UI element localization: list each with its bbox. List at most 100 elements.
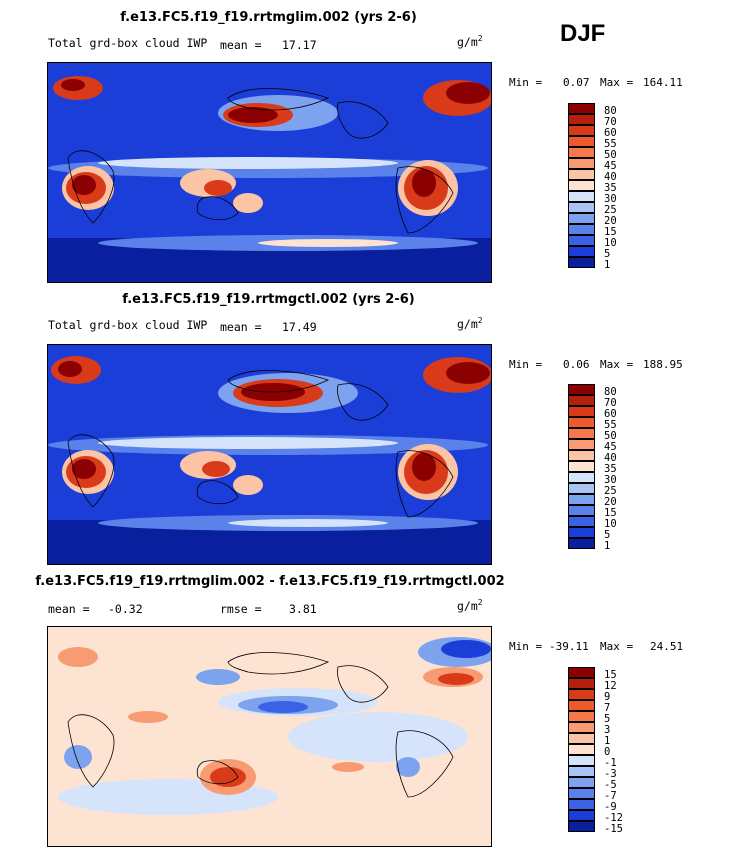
colorbar-tick-label: 25 xyxy=(604,485,617,497)
colorbar-tick-label: 1 xyxy=(604,540,611,552)
panel3-rmse-label: rmse = xyxy=(220,602,262,616)
panel3-rmse-value: 3.81 xyxy=(289,602,317,616)
panel3-mean-value: -0.32 xyxy=(108,602,143,616)
colorbar-swatch xyxy=(568,483,595,494)
panel3-min-value: -39.11 xyxy=(549,640,589,653)
colorbar-tick-label: -7 xyxy=(604,790,617,802)
colorbar-swatch xyxy=(568,114,595,125)
colorbar-tick-label: 9 xyxy=(604,691,611,703)
panel1-title: f.e13.FC5.f19_f19.rrtmglim.002 (yrs 2-6) xyxy=(120,10,417,25)
colorbar-swatch xyxy=(568,224,595,235)
colorbar-swatch xyxy=(568,505,595,516)
colorbar-tick-label: 5 xyxy=(604,529,611,541)
colorbar-tick-label: 80 xyxy=(604,386,617,398)
colorbar-tick-label: 15 xyxy=(604,507,617,519)
colorbar-tick-label: -12 xyxy=(604,812,623,824)
colorbar-tick-label: 40 xyxy=(604,171,617,183)
colorbar-tick-label: 3 xyxy=(604,724,611,736)
colorbar-tick-label: 70 xyxy=(604,397,617,409)
panel1-map xyxy=(47,62,492,283)
panel2-min-value: 0.06 xyxy=(563,358,590,371)
colorbar-tick-label: 50 xyxy=(604,430,617,442)
colorbar-swatch xyxy=(568,384,595,395)
colorbar-tick-label: 0 xyxy=(604,746,611,758)
colorbar-swatch xyxy=(568,125,595,136)
colorbar-swatch xyxy=(568,733,595,744)
colorbar-swatch xyxy=(568,428,595,439)
colorbar-swatch xyxy=(568,700,595,711)
colorbar-tick-label: 40 xyxy=(604,452,617,464)
panel2-units: g/m2 xyxy=(457,316,483,331)
panel3-title: f.e13.FC5.f19_f19.rrtmglim.002 - f.e13.F… xyxy=(35,574,505,589)
colorbar-tick-label: -15 xyxy=(604,823,623,835)
colorbar-tick-label: 12 xyxy=(604,680,617,692)
colorbar-tick-label: 70 xyxy=(604,116,617,128)
colorbar-tick-label: -1 xyxy=(604,757,617,769)
colorbar-swatch xyxy=(568,147,595,158)
colorbar-swatch xyxy=(568,516,595,527)
colorbar-swatch xyxy=(568,450,595,461)
colorbar-swatch xyxy=(568,744,595,755)
colorbar-swatch xyxy=(568,235,595,246)
colorbar-tick-label: 15 xyxy=(604,669,617,681)
colorbar-tick-label: 10 xyxy=(604,237,617,249)
colorbar-swatch xyxy=(568,103,595,114)
colorbar-tick-label: 55 xyxy=(604,419,617,431)
colorbar-swatch xyxy=(568,158,595,169)
colorbar-tick-label: 25 xyxy=(604,204,617,216)
colorbar-tick-label: 1 xyxy=(604,735,611,747)
colorbar-swatch xyxy=(568,667,595,678)
colorbar-tick-label: 7 xyxy=(604,702,611,714)
colorbar-swatch xyxy=(568,439,595,450)
panel3-min-label: Min = xyxy=(509,640,543,653)
panel1-min-label: Min = xyxy=(509,76,543,89)
panel3-map xyxy=(47,626,492,847)
colorbar-swatch xyxy=(568,191,595,202)
panel1-mean-value: 17.17 xyxy=(282,38,317,52)
colorbar-tick-label: 35 xyxy=(604,182,617,194)
colorbar-swatch xyxy=(568,678,595,689)
colorbar-tick-label: 1 xyxy=(604,259,611,271)
panel2-mean-value: 17.49 xyxy=(282,320,317,334)
colorbar-swatch xyxy=(568,821,595,832)
colorbar-tick-label: 20 xyxy=(604,496,617,508)
colorbar-swatch xyxy=(568,472,595,483)
panel1-max-label: Max = xyxy=(600,76,634,89)
colorbar-tick-label: 55 xyxy=(604,138,617,150)
panel2-min-label: Min = xyxy=(509,358,543,371)
panel2-max-label: Max = xyxy=(600,358,634,371)
colorbar-swatch xyxy=(568,395,595,406)
colorbar-swatch xyxy=(568,246,595,257)
colorbar-swatch xyxy=(568,494,595,505)
colorbar-swatch xyxy=(568,722,595,733)
panel3-mean-label: mean = xyxy=(48,602,90,616)
colorbar-swatch xyxy=(568,799,595,810)
colorbar-tick-label: 50 xyxy=(604,149,617,161)
colorbar-tick-label: 45 xyxy=(604,441,617,453)
colorbar-swatch xyxy=(568,788,595,799)
colorbar-swatch xyxy=(568,711,595,722)
panel1-mean-label: mean = xyxy=(220,38,262,52)
colorbar-swatch xyxy=(568,810,595,821)
panel2-mean-label: mean = xyxy=(220,320,262,334)
colorbar-tick-label: 10 xyxy=(604,518,617,530)
colorbar-tick-label: -3 xyxy=(604,768,617,780)
colorbar-swatch xyxy=(568,538,595,549)
panel1-max-value: 164.11 xyxy=(643,76,683,89)
panel2-title: f.e13.FC5.f19_f19.rrtmgctl.002 (yrs 2-6) xyxy=(122,292,415,307)
colorbar-tick-label: 60 xyxy=(604,408,617,420)
colorbar-swatch xyxy=(568,180,595,191)
colorbar-swatch xyxy=(568,766,595,777)
panel1-min-value: 0.07 xyxy=(563,76,590,89)
colorbar-swatch xyxy=(568,417,595,428)
colorbar-swatch xyxy=(568,527,595,538)
colorbar-swatch xyxy=(568,169,595,180)
colorbar-tick-label: 5 xyxy=(604,248,611,260)
panel1-field-label: Total grd-box cloud IWP xyxy=(48,36,208,50)
colorbar-tick-label: 30 xyxy=(604,474,617,486)
colorbar-tick-label: 5 xyxy=(604,713,611,725)
colorbar-swatch xyxy=(568,755,595,766)
colorbar-tick-label: 45 xyxy=(604,160,617,172)
colorbar-tick-label: -5 xyxy=(604,779,617,791)
panel2-map xyxy=(47,344,492,565)
